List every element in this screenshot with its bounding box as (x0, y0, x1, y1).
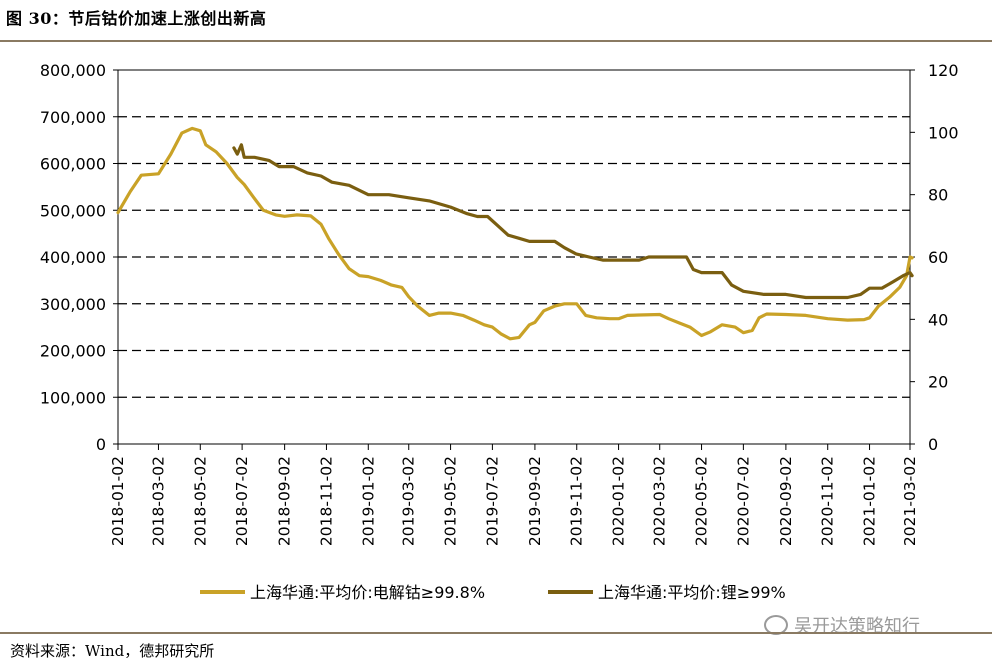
y-left-tick-label: 200,000 (40, 342, 106, 361)
figure-title: 图 30：节后钴价加速上涨创出新高 (6, 9, 267, 28)
source-note: 资料来源：Wind，德邦研究所 (10, 642, 215, 660)
x-tick-label: 2019-05-02 (442, 456, 460, 546)
x-tick-label: 2019-11-02 (568, 456, 586, 546)
y-left-tick-label: 500,000 (40, 201, 106, 220)
y-left-tick-label: 300,000 (40, 295, 106, 314)
watermark-text: 吴开达策略知行 (794, 616, 920, 637)
x-tick-label: 2018-01-02 (109, 456, 127, 546)
bottom-rule (0, 632, 992, 634)
y-left-tick-label: 600,000 (40, 155, 106, 174)
x-tick-label: 2020-11-02 (819, 456, 837, 546)
x-axis: 2018-01-02 2018-03-02 2018-05-02 2018-07-02… (109, 444, 919, 546)
y-right-tick-label: 80 (928, 186, 948, 205)
y-left-tick-label: 800,000 (40, 61, 106, 80)
x-tick-label: 2018-05-02 (191, 456, 209, 546)
x-tick-label: 2020-07-02 (734, 456, 752, 546)
wechat-icon (764, 615, 788, 635)
watermark: 吴开达策略知行 (764, 612, 920, 638)
y-left-tick-label: 0 (96, 435, 106, 454)
y-axis-left: 0 100,000 200,000 300,000 400,000 500,000 600,… (40, 61, 118, 454)
y-right-tick-label: 40 (928, 310, 948, 329)
y-left-tick-label: 700,000 (40, 108, 106, 127)
legend-label: 上海华通:平均价:锂≥99% (598, 583, 786, 602)
y-right-tick-label: 60 (928, 248, 948, 267)
x-tick-label: 2019-07-02 (483, 456, 501, 546)
grid-lines (118, 116, 910, 398)
legend: 上海华通:平均价:电解钴≥99.8% 上海华通:平均价:锂≥99% (200, 583, 786, 602)
y-axis-right: 0 20 40 60 80 100 120 (910, 61, 959, 454)
legend-label: 上海华通:平均价:电解钴≥99.8% (250, 583, 485, 602)
x-tick-label: 2020-03-02 (651, 456, 669, 546)
series-line-1 (116, 126, 914, 341)
x-tick-label: 2019-01-02 (359, 456, 377, 546)
y-right-tick-label: 20 (928, 373, 948, 392)
x-tick-label: 2020-05-02 (693, 456, 711, 546)
x-tick-label: 2018-11-02 (317, 456, 335, 546)
y-left-tick-label: 100,000 (40, 388, 106, 407)
y-right-tick-label: 0 (928, 435, 938, 454)
x-tick-label: 2019-09-02 (526, 456, 544, 546)
x-tick-label: 2020-09-02 (777, 456, 795, 546)
x-tick-label: 2021-03-02 (901, 456, 919, 546)
x-tick-label: 2018-09-02 (276, 456, 294, 546)
x-tick-label: 2021-01-02 (861, 456, 879, 546)
y-left-tick-label: 400,000 (40, 248, 106, 267)
top-rule (0, 40, 992, 42)
x-tick-label: 2018-07-02 (233, 456, 251, 546)
series-line-2 (232, 143, 914, 300)
y-right-tick-label: 100 (928, 123, 959, 142)
chart: 0 100,000 200,000 300,000 400,000 500,000 600,… (40, 61, 959, 602)
x-tick-label: 2018-03-02 (149, 456, 167, 546)
x-tick-label: 2019-03-02 (400, 456, 418, 546)
series-lines (116, 126, 914, 341)
y-right-tick-label: 120 (928, 61, 959, 80)
x-tick-label: 2020-01-02 (610, 456, 628, 546)
